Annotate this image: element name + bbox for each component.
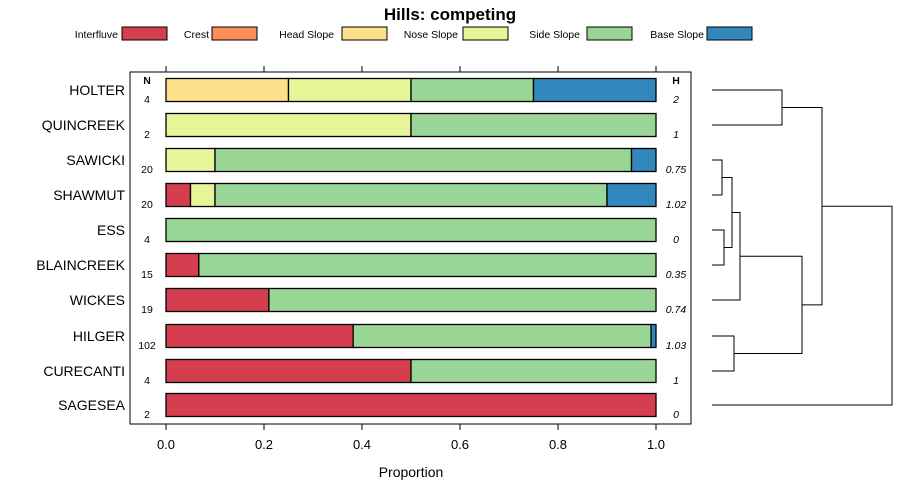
bar-segment	[214, 147, 633, 173]
x-tick-label: 0.0	[157, 437, 175, 452]
bar-segment	[650, 323, 657, 349]
legend-item: Interfluve	[75, 26, 168, 41]
bar-segment	[165, 392, 657, 418]
n-value: 2	[144, 129, 150, 141]
bar-segment	[165, 252, 200, 278]
category-label: CURECANTI	[43, 363, 125, 379]
x-tick-label: 0.4	[353, 437, 371, 452]
category-label: QUINCREEK	[42, 117, 126, 133]
n-value: 20	[141, 199, 153, 211]
bar-segment	[606, 182, 657, 208]
category-label: SAGESEA	[58, 397, 126, 413]
bar-segment	[410, 77, 535, 103]
x-axis-label: Proportion	[379, 464, 444, 480]
bar-segment	[165, 217, 657, 243]
n-value: 2	[144, 409, 150, 421]
category-label: SHAWMUT	[53, 187, 125, 203]
legend-swatch	[341, 26, 388, 41]
bars	[165, 77, 657, 418]
bar-segment	[410, 112, 657, 138]
legend-swatch	[586, 26, 633, 41]
category-label: HOLTER	[69, 82, 125, 98]
category-label: SAWICKI	[66, 152, 125, 168]
dendrogram-branch	[712, 212, 741, 301]
bar-segment	[165, 287, 270, 313]
h-value: 0	[673, 409, 679, 421]
bar-segment	[165, 323, 354, 349]
bar-segment	[352, 323, 652, 349]
legend: Interfluve Crest Head Slope Nose Slope Side …	[75, 26, 753, 41]
bar-segment	[165, 147, 216, 173]
chart-title: Hills: competing	[384, 5, 516, 24]
dendrogram-branch	[712, 229, 725, 266]
h-value: 0.74	[666, 304, 687, 316]
legend-swatch	[706, 26, 753, 41]
n-value: 4	[144, 375, 150, 387]
bar-segment	[165, 358, 412, 384]
n-header: N	[143, 75, 151, 87]
bar-segment	[198, 252, 657, 278]
n-value: 20	[141, 164, 153, 176]
legend-item: Head Slope	[279, 26, 388, 41]
bar-segment	[268, 287, 657, 313]
dendrogram-branch	[712, 89, 783, 126]
h-value: 1	[673, 129, 679, 141]
h-value: 1.03	[666, 340, 687, 352]
legend-swatch	[462, 26, 509, 41]
dendrogram	[712, 89, 893, 406]
n-value: 102	[138, 340, 156, 352]
dendrogram-branch	[712, 159, 723, 196]
bar-segment	[189, 182, 216, 208]
x-axis: 0.0 0.2 0.4 0.6 0.8 1.0	[157, 66, 665, 452]
h-value: 1.02	[666, 199, 687, 211]
legend-item: Base Slope	[650, 26, 753, 41]
bar-segment	[630, 147, 657, 173]
category-label: WICKES	[70, 292, 125, 308]
legend-swatch	[121, 26, 168, 41]
legend-item: Crest	[184, 26, 258, 41]
legend-label: Base Slope	[650, 29, 704, 41]
bar-segment	[165, 112, 412, 138]
h-value: 0	[673, 234, 679, 246]
bar-segment	[165, 77, 290, 103]
x-tick-label: 0.2	[255, 437, 273, 452]
x-tick-label: 0.8	[549, 437, 567, 452]
x-tick-label: 0.6	[451, 437, 469, 452]
dendrogram-branch	[734, 255, 803, 354]
bar-segment	[287, 77, 412, 103]
h-value: 1	[673, 375, 679, 387]
legend-item: Side Slope	[529, 26, 633, 41]
bar-segment	[165, 182, 192, 208]
category-label: HILGER	[73, 328, 125, 344]
legend-label: Head Slope	[279, 29, 334, 41]
n-value: 4	[144, 234, 150, 246]
bar-segment	[532, 77, 657, 103]
bar-segment	[410, 358, 657, 384]
h-value: 2	[672, 94, 679, 106]
n-value: 4	[144, 94, 150, 106]
dendrogram-branch	[712, 205, 893, 406]
h-value: 0.35	[666, 269, 687, 281]
h-value: 0.75	[666, 164, 687, 176]
legend-label: Side Slope	[529, 29, 580, 41]
n-value: 15	[141, 269, 153, 281]
legend-item: Nose Slope	[404, 26, 509, 41]
category-label: BLAINCREEK	[36, 257, 125, 273]
category-label: ESS	[97, 222, 125, 238]
n-value: 19	[141, 304, 153, 316]
legend-label: Crest	[184, 29, 209, 41]
bar-segment	[214, 182, 608, 208]
h-header: H	[672, 75, 680, 87]
legend-swatch	[211, 26, 258, 41]
plot-frame	[129, 71, 692, 425]
dendrogram-branch	[712, 335, 735, 372]
legend-label: Nose Slope	[404, 29, 458, 41]
legend-label: Interfluve	[75, 29, 118, 41]
x-tick-label: 1.0	[647, 437, 665, 452]
